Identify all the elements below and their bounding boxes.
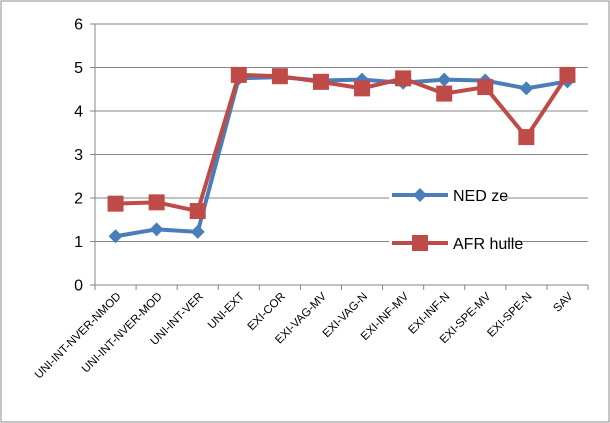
series-1-point bbox=[395, 70, 412, 87]
legend-entry: NED ze bbox=[389, 182, 508, 208]
legend-label: AFR hulle bbox=[453, 236, 523, 253]
series-0-point bbox=[519, 81, 534, 96]
series-0-point bbox=[413, 188, 427, 202]
series-1-point bbox=[477, 79, 494, 96]
series-1-point bbox=[230, 66, 247, 83]
series-0-point bbox=[108, 229, 123, 244]
series-group bbox=[107, 66, 576, 244]
legend: NED ze AFR hulle bbox=[389, 182, 523, 256]
series-1-point bbox=[412, 235, 428, 251]
y-tick-label: 3 bbox=[74, 147, 83, 164]
series-0-point bbox=[149, 222, 164, 237]
y-tick-labels: 0 1 2 3 4 5 6 bbox=[74, 17, 83, 295]
y-tick-label: 4 bbox=[74, 104, 83, 121]
series-1-point bbox=[271, 68, 288, 85]
y-tick-label: 6 bbox=[74, 17, 83, 34]
gridlines bbox=[95, 23, 588, 242]
legend-entry: AFR hulle bbox=[389, 230, 523, 256]
axes bbox=[90, 23, 589, 290]
y-tick-label: 1 bbox=[74, 234, 83, 251]
series-1-point bbox=[107, 195, 124, 212]
series-1-point bbox=[189, 203, 206, 220]
series-0-point bbox=[190, 224, 205, 239]
series-0-point bbox=[437, 72, 452, 87]
series-1-point bbox=[148, 194, 165, 211]
y-tick-label: 5 bbox=[74, 60, 83, 77]
y-tick-label: 0 bbox=[74, 278, 83, 295]
series-1-point bbox=[312, 73, 329, 90]
series-1 bbox=[107, 66, 576, 220]
series-1-point bbox=[354, 80, 371, 97]
series-1-point bbox=[559, 66, 576, 83]
y-tick-label: 2 bbox=[74, 191, 83, 208]
legend-label: NED ze bbox=[453, 188, 508, 205]
series-1-point bbox=[436, 85, 453, 102]
series-1-point bbox=[518, 129, 535, 146]
